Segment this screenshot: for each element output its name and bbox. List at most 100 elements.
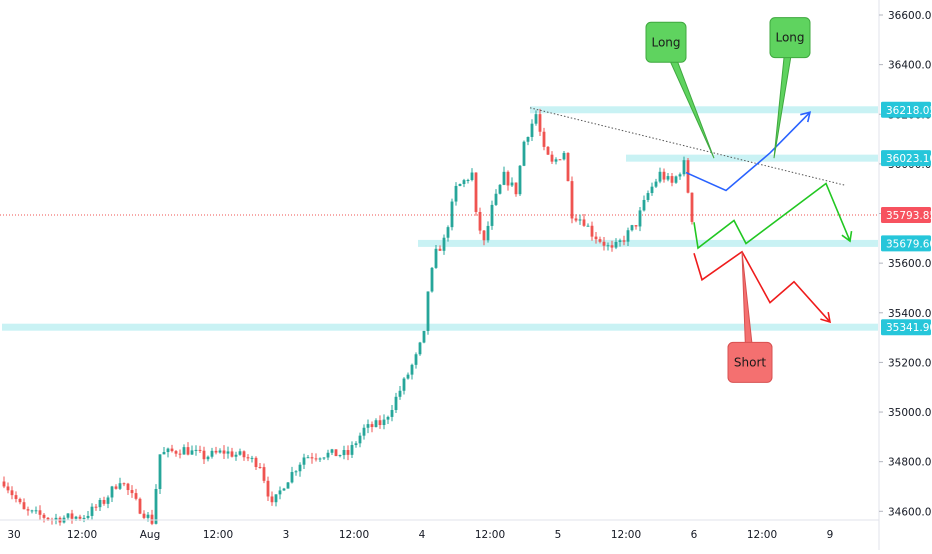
candle-body bbox=[674, 176, 678, 183]
candle-body bbox=[518, 165, 522, 195]
candle-body bbox=[442, 237, 446, 251]
candle-body bbox=[422, 330, 426, 343]
projection-green-arrowhead bbox=[841, 231, 853, 243]
candle-body bbox=[218, 450, 222, 453]
candle-body bbox=[494, 193, 498, 205]
candle-body bbox=[386, 416, 390, 420]
candle-body bbox=[430, 267, 434, 292]
candle-body bbox=[346, 450, 350, 455]
candle-body bbox=[258, 466, 262, 468]
candle-body bbox=[602, 241, 606, 246]
level-tag-1-bg bbox=[881, 150, 931, 167]
callout-box-0 bbox=[645, 21, 687, 63]
candle-body bbox=[598, 239, 602, 242]
candle-body bbox=[618, 240, 622, 242]
candle-body bbox=[418, 342, 422, 355]
candle-body bbox=[406, 374, 410, 379]
candle-body bbox=[454, 185, 458, 202]
candle-body bbox=[458, 184, 462, 186]
candle-body bbox=[262, 467, 266, 481]
candle-body bbox=[154, 488, 158, 524]
candle-body bbox=[658, 171, 662, 182]
level-band-1 bbox=[626, 154, 878, 162]
candle-body bbox=[338, 455, 342, 457]
candle-body bbox=[626, 230, 630, 242]
candle-body bbox=[274, 494, 278, 503]
time-label: 12:00 bbox=[67, 529, 97, 541]
price-tick-label: 35200.00 bbox=[888, 357, 932, 369]
candle-body bbox=[102, 499, 106, 504]
candle-body bbox=[26, 509, 30, 511]
candles bbox=[2, 108, 694, 526]
level-band-0 bbox=[530, 106, 878, 114]
price-tick-label: 35400.00 bbox=[888, 308, 932, 320]
candle-body bbox=[234, 454, 238, 457]
candle-body bbox=[514, 182, 518, 195]
candle-body bbox=[666, 176, 670, 180]
candle-body bbox=[630, 225, 634, 231]
candle-body bbox=[342, 450, 346, 456]
candle-body bbox=[446, 227, 450, 238]
candle-body bbox=[690, 192, 694, 222]
candle-body bbox=[330, 449, 334, 453]
candle-body bbox=[414, 354, 418, 365]
candle-body bbox=[226, 451, 230, 454]
time-label: 5 bbox=[555, 529, 562, 541]
candle-body bbox=[210, 450, 214, 457]
projection-red-arrowhead bbox=[820, 311, 832, 324]
candle-body bbox=[126, 483, 130, 491]
candle-body bbox=[502, 171, 506, 185]
candle-body bbox=[526, 136, 530, 142]
candle-body bbox=[642, 199, 646, 211]
level-tag-0: 36218.05 bbox=[886, 105, 932, 117]
candle-body bbox=[506, 171, 510, 186]
candle-body bbox=[634, 225, 638, 227]
candle-body bbox=[294, 471, 298, 473]
price-tick-label: 35600.00 bbox=[888, 258, 932, 270]
projection-blue bbox=[685, 111, 811, 192]
candle-body bbox=[354, 443, 358, 446]
candle-body bbox=[250, 457, 254, 459]
time-label: Aug bbox=[140, 529, 161, 541]
time-label: 12:00 bbox=[611, 529, 641, 541]
candle-body bbox=[450, 201, 454, 228]
candle-body bbox=[302, 457, 306, 465]
candle-body bbox=[534, 114, 538, 124]
candle-body bbox=[314, 458, 318, 460]
level-tag-2: 35679.60 bbox=[886, 238, 932, 250]
candle-body bbox=[482, 230, 486, 241]
candle-body bbox=[98, 499, 102, 508]
candle-body bbox=[558, 159, 562, 161]
candle-body bbox=[318, 458, 322, 460]
candle-body bbox=[562, 152, 566, 160]
projection-layer bbox=[685, 111, 853, 324]
candle-body bbox=[206, 456, 210, 460]
candle-body bbox=[242, 451, 246, 458]
candle-body bbox=[222, 450, 226, 454]
candle-body bbox=[54, 517, 58, 520]
candle-body bbox=[94, 506, 98, 508]
candle-body bbox=[370, 424, 374, 428]
candle-body bbox=[282, 488, 286, 491]
candle-body bbox=[198, 449, 202, 451]
candle-body bbox=[426, 291, 430, 331]
candle-body bbox=[202, 450, 206, 460]
candle-body bbox=[490, 204, 494, 226]
candle-body bbox=[30, 510, 34, 512]
candle-body bbox=[142, 513, 146, 518]
candle-body bbox=[182, 447, 186, 455]
last-price-tag: 35793.85 bbox=[886, 210, 932, 222]
candle-body bbox=[170, 448, 174, 452]
candle-body bbox=[622, 240, 626, 242]
candle-body bbox=[106, 497, 110, 504]
time-label: 12:00 bbox=[747, 529, 777, 541]
candle-body bbox=[6, 486, 10, 491]
candle-body bbox=[90, 506, 94, 516]
time-label: 12:00 bbox=[339, 529, 369, 541]
candle-body bbox=[66, 513, 70, 518]
candle-body bbox=[486, 225, 490, 241]
callout-box-1 bbox=[769, 17, 811, 59]
candle-body bbox=[398, 390, 402, 397]
